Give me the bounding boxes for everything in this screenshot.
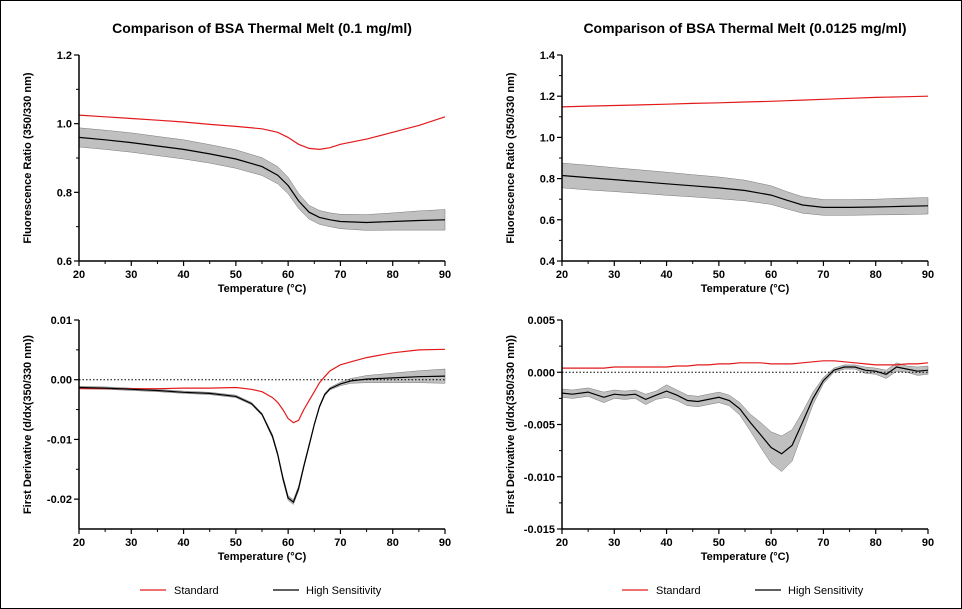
- y-tick-label: -0.02: [47, 494, 72, 506]
- x-tick-label: 40: [177, 537, 189, 549]
- series-line-high-sensitivity: [561, 366, 929, 455]
- series-line-high-sensitivity: [78, 136, 446, 224]
- y-tick-label: -0.005: [524, 420, 555, 432]
- x-tick-label: 30: [125, 537, 137, 549]
- y-axis-label: First Derivative (d/dx(350/330 nm)): [505, 335, 517, 514]
- x-axis-label: Temperature (°C): [701, 283, 790, 295]
- chart-title: Comparison of BSA Thermal Melt (0.1 mg/m…: [112, 20, 412, 36]
- chart-panel-1: [74, 54, 446, 266]
- y-tick-label: 1.4: [540, 50, 556, 62]
- y-tick-label: -0.010: [524, 472, 555, 484]
- x-tick-label: 50: [230, 537, 242, 549]
- x-tick-label: 80: [870, 537, 882, 549]
- error-band: [561, 362, 929, 472]
- x-tick-label: 40: [177, 269, 189, 281]
- y-tick-label: -0.01: [47, 434, 72, 446]
- series-line-high-sensitivity: [561, 174, 929, 208]
- x-tick-label: 90: [439, 537, 451, 549]
- x-tick-label: 90: [922, 537, 934, 549]
- y-tick-label: 0.8: [57, 187, 72, 199]
- x-tick-label: 90: [439, 269, 451, 281]
- chart-panel-4: [557, 319, 929, 534]
- x-tick-label: 80: [387, 269, 399, 281]
- y-tick-label: 0.8: [540, 174, 555, 186]
- series-line-high-sensitivity: [78, 375, 446, 504]
- x-tick-label: 90: [922, 269, 934, 281]
- x-tick-label: 50: [713, 269, 725, 281]
- y-tick-label: 0.005: [527, 315, 555, 327]
- x-tick-label: 70: [817, 269, 829, 281]
- y-tick-label: 0.6: [540, 215, 555, 227]
- x-tick-label: 30: [608, 269, 620, 281]
- series-line-standard: [561, 95, 929, 108]
- x-tick-label: 70: [334, 537, 346, 549]
- x-tick-label: 80: [387, 537, 399, 549]
- y-tick-label: 1.2: [57, 50, 72, 62]
- y-tick-label: 0.4: [540, 256, 556, 268]
- x-tick-label: 20: [556, 537, 568, 549]
- x-tick-label: 80: [870, 269, 882, 281]
- x-tick-label: 20: [73, 269, 85, 281]
- x-tick-label: 30: [608, 537, 620, 549]
- x-axis-label: Temperature (°C): [218, 283, 307, 295]
- x-tick-label: 60: [765, 537, 777, 549]
- series-line-standard: [78, 114, 446, 151]
- error-band: [561, 162, 929, 216]
- y-axis-label: Fluorescence Ratio (350/330 nm): [22, 72, 34, 244]
- y-tick-label: 1.0: [57, 119, 72, 131]
- y-tick-label: 1.0: [540, 132, 555, 144]
- y-tick-label: 0.01: [51, 315, 72, 327]
- x-tick-label: 70: [817, 537, 829, 549]
- x-tick-label: 50: [230, 269, 242, 281]
- legend-label-high-sensitivity: High Sensitivity: [788, 585, 864, 597]
- x-tick-label: 50: [713, 537, 725, 549]
- y-tick-label: 0.6: [57, 256, 72, 268]
- chart-panel-2: [557, 54, 929, 266]
- x-tick-label: 60: [282, 537, 294, 549]
- x-axis-label: Temperature (°C): [218, 551, 307, 563]
- y-tick-label: -0.015: [524, 524, 555, 536]
- legend-label-standard: Standard: [656, 585, 701, 597]
- y-tick-label: 0.000: [527, 367, 555, 379]
- x-tick-label: 20: [73, 537, 85, 549]
- legend-label-high-sensitivity: High Sensitivity: [306, 585, 382, 597]
- x-tick-label: 70: [334, 269, 346, 281]
- y-axis-label: Fluorescence Ratio (350/330 nm): [505, 72, 517, 244]
- legend-label-standard: Standard: [174, 585, 219, 597]
- series-line-standard: [79, 348, 446, 424]
- y-tick-label: 1.2: [540, 91, 555, 103]
- x-tick-label: 20: [556, 269, 568, 281]
- chart-title: Comparison of BSA Thermal Melt (0.0125 m…: [583, 20, 906, 36]
- chart-panel-3: [74, 319, 446, 534]
- x-tick-label: 40: [660, 269, 672, 281]
- x-tick-label: 60: [282, 269, 294, 281]
- y-axis-label: First Derivative (d/dx(350/330 nm)): [22, 335, 34, 514]
- error-band: [78, 127, 446, 231]
- x-tick-label: 40: [660, 537, 672, 549]
- x-tick-label: 30: [125, 269, 137, 281]
- x-axis-label: Temperature (°C): [701, 551, 790, 563]
- y-tick-label: 0.00: [51, 375, 72, 387]
- x-tick-label: 60: [765, 269, 777, 281]
- series-line-standard: [562, 360, 929, 369]
